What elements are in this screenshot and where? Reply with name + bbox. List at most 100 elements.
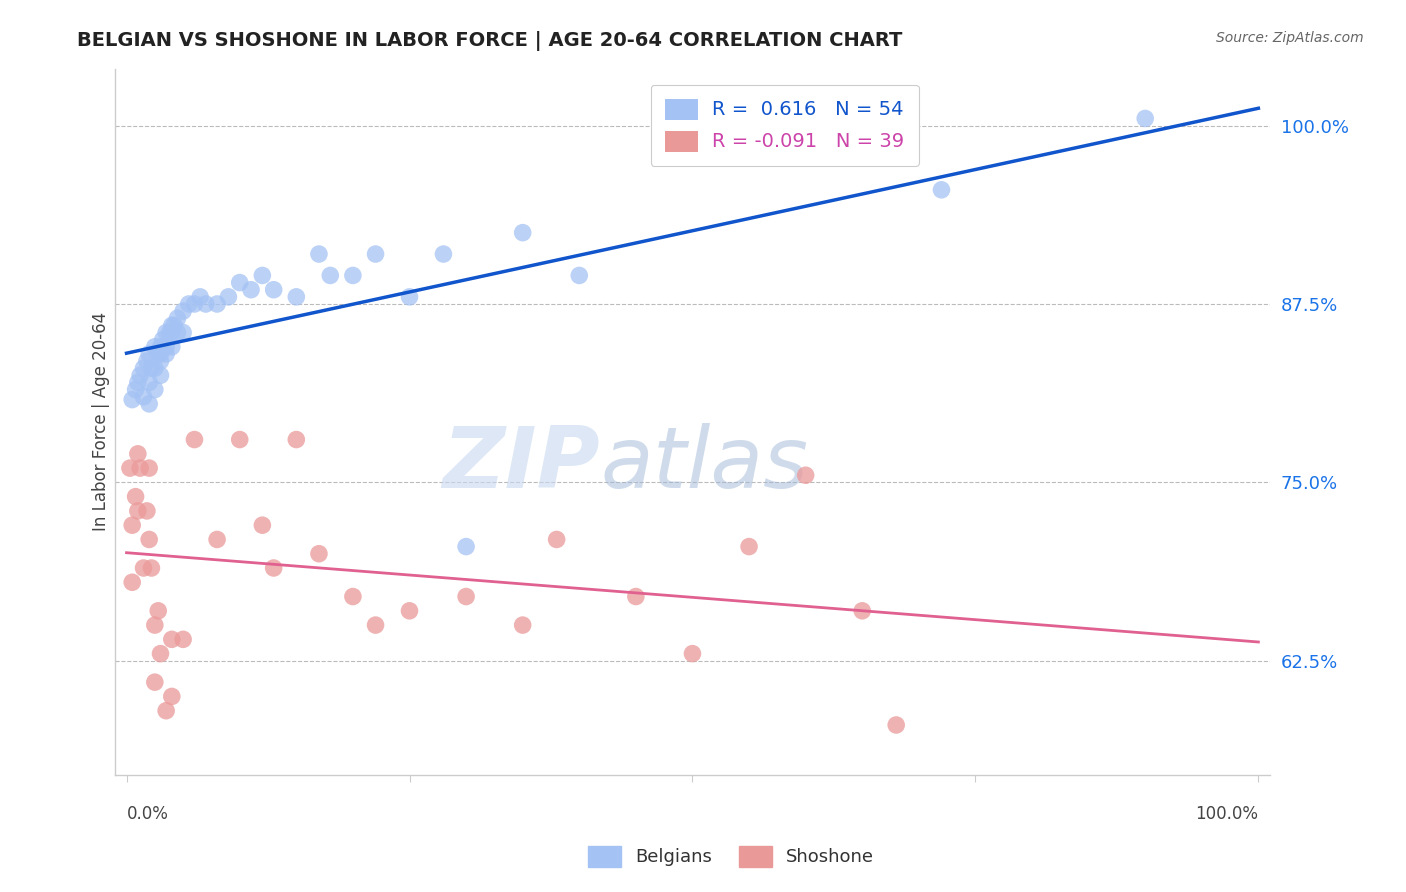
Text: 100.0%: 100.0% <box>1195 805 1258 823</box>
Point <box>138 533 160 547</box>
Point <box>194 297 217 311</box>
Point <box>263 283 285 297</box>
Point <box>143 383 166 397</box>
Point <box>217 290 239 304</box>
Point <box>364 247 387 261</box>
Point <box>127 504 149 518</box>
Point <box>160 340 183 354</box>
Point <box>160 318 183 333</box>
Point <box>308 547 330 561</box>
Point <box>205 297 228 311</box>
Point <box>183 297 205 311</box>
Point <box>160 326 183 340</box>
Point <box>129 461 152 475</box>
Point <box>512 618 534 632</box>
Point <box>546 533 568 547</box>
Point <box>398 290 420 304</box>
Point <box>160 690 183 704</box>
Point <box>342 268 364 283</box>
Point <box>851 604 873 618</box>
Point <box>132 361 155 376</box>
Point <box>512 226 534 240</box>
Text: 0.0%: 0.0% <box>127 805 169 823</box>
Point <box>155 347 177 361</box>
Point <box>183 433 205 447</box>
Point <box>152 333 174 347</box>
Point <box>159 326 181 340</box>
Point <box>166 311 188 326</box>
Text: atlas: atlas <box>600 423 808 506</box>
Point <box>132 561 155 575</box>
Point <box>240 283 263 297</box>
Point <box>149 340 172 354</box>
Point <box>138 347 160 361</box>
Point <box>149 647 172 661</box>
Point <box>456 540 478 554</box>
Point <box>252 268 274 283</box>
Point <box>138 376 160 390</box>
Point <box>127 376 149 390</box>
Point <box>141 561 163 575</box>
Legend: R =  0.616   N = 54, R = -0.091   N = 39: R = 0.616 N = 54, R = -0.091 N = 39 <box>651 85 918 166</box>
Point <box>172 304 194 318</box>
Point <box>285 290 308 304</box>
Point <box>132 390 155 404</box>
Point <box>884 718 907 732</box>
Point <box>163 318 186 333</box>
Text: Source: ZipAtlas.com: Source: ZipAtlas.com <box>1216 31 1364 45</box>
Point <box>149 354 172 368</box>
Point <box>228 276 250 290</box>
Point <box>143 340 166 354</box>
Point <box>228 433 250 447</box>
Point <box>931 183 953 197</box>
Text: BELGIAN VS SHOSHONE IN LABOR FORCE | AGE 20-64 CORRELATION CHART: BELGIAN VS SHOSHONE IN LABOR FORCE | AGE… <box>77 31 903 51</box>
Point <box>135 354 157 368</box>
Point <box>124 383 146 397</box>
Point <box>143 675 166 690</box>
Point <box>143 361 166 376</box>
Point <box>398 604 420 618</box>
Point <box>138 397 160 411</box>
Point <box>188 290 211 304</box>
Point <box>155 704 177 718</box>
Point <box>166 326 188 340</box>
Point <box>172 326 194 340</box>
Point <box>682 647 704 661</box>
Y-axis label: In Labor Force | Age 20-64: In Labor Force | Age 20-64 <box>93 312 110 532</box>
Point <box>794 468 817 483</box>
Point <box>205 533 228 547</box>
Point <box>127 447 149 461</box>
Point <box>172 632 194 647</box>
Point <box>568 268 591 283</box>
Point <box>141 361 163 376</box>
Legend: Belgians, Shoshone: Belgians, Shoshone <box>581 838 882 874</box>
Point <box>121 392 143 407</box>
Point <box>143 618 166 632</box>
Point <box>177 297 200 311</box>
Point <box>148 604 170 618</box>
Point <box>118 461 141 475</box>
Point <box>155 340 177 354</box>
Point <box>149 368 172 383</box>
Point <box>155 326 177 340</box>
Point <box>364 618 387 632</box>
Point <box>124 490 146 504</box>
Point <box>738 540 761 554</box>
Point <box>138 461 160 475</box>
Point <box>308 247 330 261</box>
Point <box>319 268 342 283</box>
Point <box>252 518 274 533</box>
Point <box>121 518 143 533</box>
Point <box>285 433 308 447</box>
Point <box>456 590 478 604</box>
Point <box>129 368 152 383</box>
Point <box>149 347 172 361</box>
Text: ZIP: ZIP <box>443 423 600 506</box>
Point <box>432 247 454 261</box>
Point <box>148 347 170 361</box>
Point <box>121 575 143 590</box>
Point <box>1135 112 1157 126</box>
Point <box>135 504 157 518</box>
Point <box>263 561 285 575</box>
Point <box>624 590 647 604</box>
